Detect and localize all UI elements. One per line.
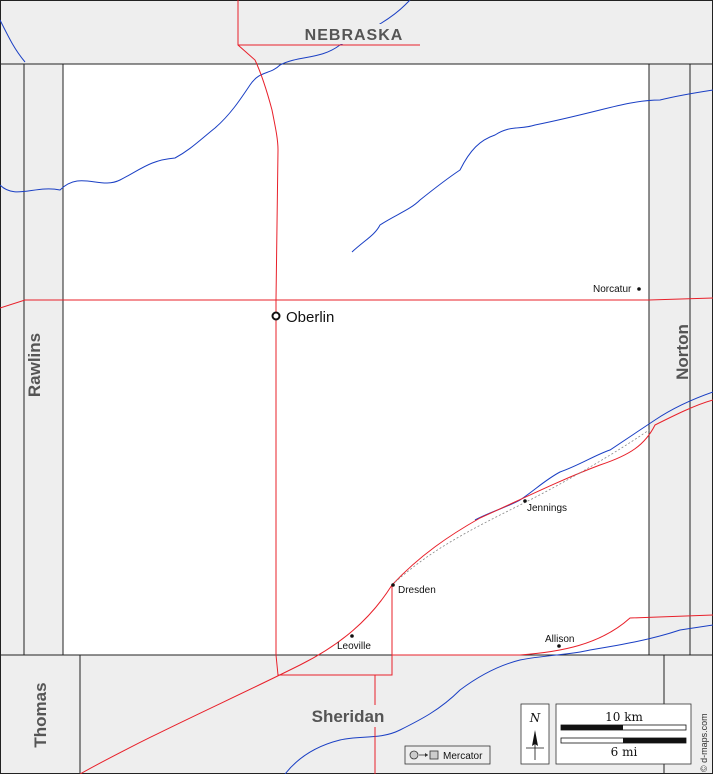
leoville-label: Leoville: [337, 641, 371, 652]
allison-marker: [557, 644, 561, 648]
road-north-south: [237, 0, 393, 676]
norcatur-marker: [637, 287, 641, 291]
railroad: [391, 429, 650, 586]
scale-km-label: 10 km: [605, 710, 643, 724]
north-symbol: N: [529, 711, 541, 725]
scale-mi-label: 6 mi: [611, 745, 638, 759]
county-area: [63, 64, 649, 655]
river-north-west: [0, 19, 26, 63]
globe-icon: [409, 750, 419, 760]
river-southmost: [284, 624, 713, 774]
projection-label: Mercator: [443, 751, 483, 762]
jennings-label: Jennings: [527, 503, 567, 514]
flat-map-icon: [429, 750, 439, 760]
projection-box: Mercator: [404, 745, 491, 765]
north-arrow: N: [520, 703, 550, 765]
county-label-southwest: Thomas: [31, 682, 50, 747]
allison-label: Allison: [545, 634, 574, 645]
dresden-label: Dresden: [398, 585, 436, 596]
river-middle: [351, 89, 713, 253]
oberlin-marker: [271, 311, 281, 321]
road-east-west: [0, 297, 713, 309]
leoville-marker: [350, 634, 354, 638]
county-label-south: Sheridan: [312, 707, 385, 726]
credit-label: © d-maps.com: [699, 713, 709, 772]
county-label-south-bg: [300, 705, 396, 727]
oberlin-label: Oberlin: [286, 309, 334, 326]
state-label-bg: [294, 24, 414, 44]
county-label-west: Rawlins: [25, 333, 44, 397]
jennings-marker: [523, 499, 527, 503]
road-diagonal: [79, 399, 713, 774]
scale-bar: 10 km 6 mi: [555, 703, 692, 765]
norcatur-label: Norcatur: [593, 284, 632, 295]
county-label-east: Norton: [673, 324, 692, 380]
state-label: NEBRASKA: [305, 27, 404, 44]
road-south-east: [392, 614, 713, 656]
river-north: [0, 0, 411, 193]
dresden-marker: [391, 583, 395, 587]
